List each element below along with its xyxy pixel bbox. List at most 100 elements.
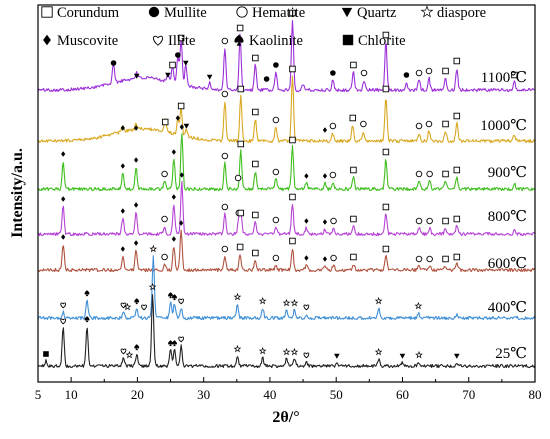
phase-marker: [237, 140, 245, 148]
phase-marker: [221, 90, 229, 98]
x-tick-label: 40: [263, 387, 276, 402]
phase-marker: [168, 292, 173, 299]
legend-item: Corundum: [41, 5, 120, 21]
legend-label: Mullite: [164, 5, 207, 21]
phase-marker: [442, 217, 449, 225]
legend-circle-open-icon: [236, 6, 248, 18]
trace-600C: [37, 229, 536, 273]
phase-markers: [43, 9, 518, 359]
phase-marker: [442, 67, 449, 75]
phase-marker: [175, 115, 180, 121]
phase-marker: [120, 302, 127, 309]
legend-item: Illite: [153, 33, 195, 49]
phase-marker: [168, 340, 173, 347]
phase-marker: [258, 296, 267, 305]
legend-label: Quartz: [357, 5, 397, 21]
x-tick-label: 5: [35, 387, 42, 402]
phase-marker: [290, 298, 299, 307]
phase-marker: [84, 316, 90, 323]
phase-marker: [141, 304, 147, 311]
phase-marker: [179, 172, 184, 178]
phase-marker: [273, 62, 279, 68]
phase-marker: [360, 120, 367, 128]
phase-marker: [415, 350, 423, 359]
series-label: 800℃: [488, 209, 527, 225]
phase-marker: [453, 112, 461, 120]
phase-marker: [171, 194, 176, 200]
phase-marker: [221, 152, 229, 160]
phase-marker: [272, 216, 280, 224]
x-tick-label: 20: [131, 387, 144, 402]
phase-marker: [322, 173, 328, 179]
phase-marker: [233, 292, 242, 301]
phase-marker: [120, 348, 127, 355]
phase-marker: [453, 253, 461, 261]
legend-label: Muscovite: [57, 33, 118, 49]
phase-marker: [382, 85, 390, 93]
phase-marker: [290, 347, 299, 356]
phase-marker: [110, 60, 117, 66]
phase-marker: [425, 67, 433, 75]
phase-marker: [133, 240, 139, 246]
phase-marker: [221, 203, 229, 211]
phase-marker: [233, 344, 242, 353]
series-label: 900℃: [488, 165, 527, 181]
phase-marker: [360, 69, 368, 77]
phase-marker: [304, 173, 309, 179]
phase-marker: [415, 217, 423, 225]
phase-marker: [178, 336, 185, 343]
phase-marker: [133, 73, 140, 79]
phase-marker: [415, 255, 423, 263]
phase-marker: [221, 37, 229, 45]
phase-marker: [120, 208, 125, 214]
phase-marker: [442, 120, 449, 128]
legend-label: Corundum: [57, 5, 120, 21]
legend-label: diaspore: [437, 5, 486, 21]
legend-square-filled-icon: [342, 34, 354, 46]
phase-marker: [161, 118, 169, 126]
phase-marker: [289, 193, 296, 201]
phase-marker: [350, 61, 357, 69]
phase-marker: [454, 353, 460, 359]
phase-marker: [172, 340, 177, 347]
phase-marker: [236, 24, 244, 32]
phase-marker: [453, 166, 461, 174]
legend-heart-open-icon: [153, 35, 163, 46]
phase-marker: [272, 254, 280, 262]
phase-marker: [149, 244, 158, 253]
phase-marker: [322, 256, 328, 262]
phase-marker: [426, 217, 433, 225]
trace-400C: [37, 255, 536, 321]
x-tick-label: 60: [396, 387, 409, 402]
phase-marker: [133, 157, 139, 163]
legend-item: Quartz: [341, 5, 397, 21]
phase-marker: [350, 215, 357, 223]
legend-label: Hematite: [252, 5, 305, 21]
phase-marker: [171, 149, 176, 155]
phase-marker: [330, 70, 336, 76]
phase-marker: [303, 304, 310, 311]
phase-marker: [289, 9, 296, 17]
phase-marker: [123, 302, 132, 311]
phase-marker: [334, 353, 340, 359]
legend-item: Mullite: [148, 5, 207, 21]
series-label: 600℃: [488, 256, 527, 272]
legend: Corundum Mullite Hematite Quartz diaspore Mus…: [41, 5, 486, 49]
phase-marker: [399, 353, 406, 359]
phase-marker: [179, 220, 184, 226]
phase-marker: [177, 34, 185, 42]
phase-marker: [179, 124, 184, 130]
plot-frame: [37, 4, 536, 383]
x-axis-ticks: 5 10 20 30 40 50 60 70 80: [35, 377, 542, 402]
phase-marker: [60, 302, 67, 309]
phase-marker: [382, 31, 390, 39]
phase-marker: [60, 318, 67, 325]
trace-900C: [37, 133, 536, 192]
phase-marker: [272, 168, 280, 176]
phase-marker: [171, 236, 176, 242]
phase-marker: [263, 76, 270, 82]
phase-marker: [134, 344, 140, 351]
phase-marker: [133, 125, 139, 131]
phase-marker: [374, 347, 383, 356]
x-tick-label: 10: [65, 387, 78, 402]
